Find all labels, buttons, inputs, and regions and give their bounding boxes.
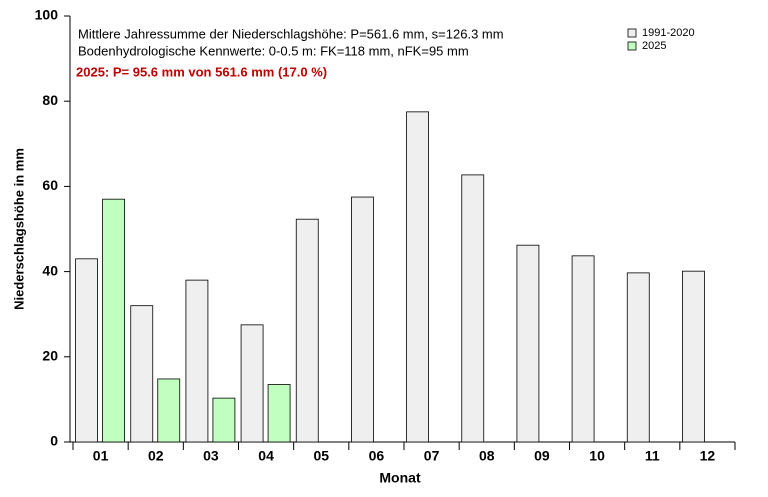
x-tick-label: 01	[93, 448, 109, 464]
legend-label: 2025	[642, 40, 666, 52]
y-axis-label: Niederschlagshöhe in mm	[11, 148, 26, 310]
x-tick-label: 07	[424, 448, 440, 464]
annotation: 2025: P= 95.6 mm von 561.6 mm (17.0 %)	[76, 64, 327, 79]
x-tick-label: 06	[369, 448, 385, 464]
bar	[102, 198, 125, 443]
y-tick-label: 60	[42, 177, 58, 193]
x-tick-label: 09	[534, 448, 550, 464]
legend-label: 1991-2020	[642, 27, 695, 39]
bar	[267, 384, 291, 443]
x-axis-label: Monat	[379, 470, 421, 486]
bar	[406, 111, 429, 443]
bar	[157, 378, 181, 443]
x-tick-label: 12	[700, 448, 716, 464]
x-tick-label: 02	[148, 448, 164, 464]
bar	[571, 255, 595, 443]
y-tick-label: 100	[35, 7, 59, 23]
bar	[75, 258, 98, 443]
bar	[516, 244, 540, 443]
bar	[461, 174, 485, 443]
bar	[295, 218, 319, 443]
x-tick-label: 03	[203, 448, 219, 464]
bar	[130, 305, 154, 443]
y-tick-label: 20	[42, 348, 58, 364]
annotation: Bodenhydrologische Kennwerte: 0-0.5 m: F…	[78, 43, 469, 58]
bar	[212, 397, 236, 443]
bar	[682, 270, 705, 443]
x-tick-label: 10	[589, 448, 605, 464]
bar	[185, 279, 209, 443]
bar	[351, 196, 374, 443]
y-tick-label: 0	[50, 433, 58, 449]
bar	[240, 324, 264, 443]
x-tick-label: 05	[313, 448, 329, 464]
x-tick-label: 04	[258, 448, 274, 464]
legend-swatch	[627, 41, 637, 51]
bar	[626, 272, 650, 443]
y-tick-label: 80	[42, 92, 58, 108]
y-tick-label: 40	[42, 262, 58, 278]
x-tick-label: 08	[479, 448, 495, 464]
legend-swatch	[627, 28, 637, 38]
annotation: Mittlere Jahressumme der Niederschlagshö…	[78, 26, 504, 41]
x-tick-label: 11	[645, 448, 660, 464]
